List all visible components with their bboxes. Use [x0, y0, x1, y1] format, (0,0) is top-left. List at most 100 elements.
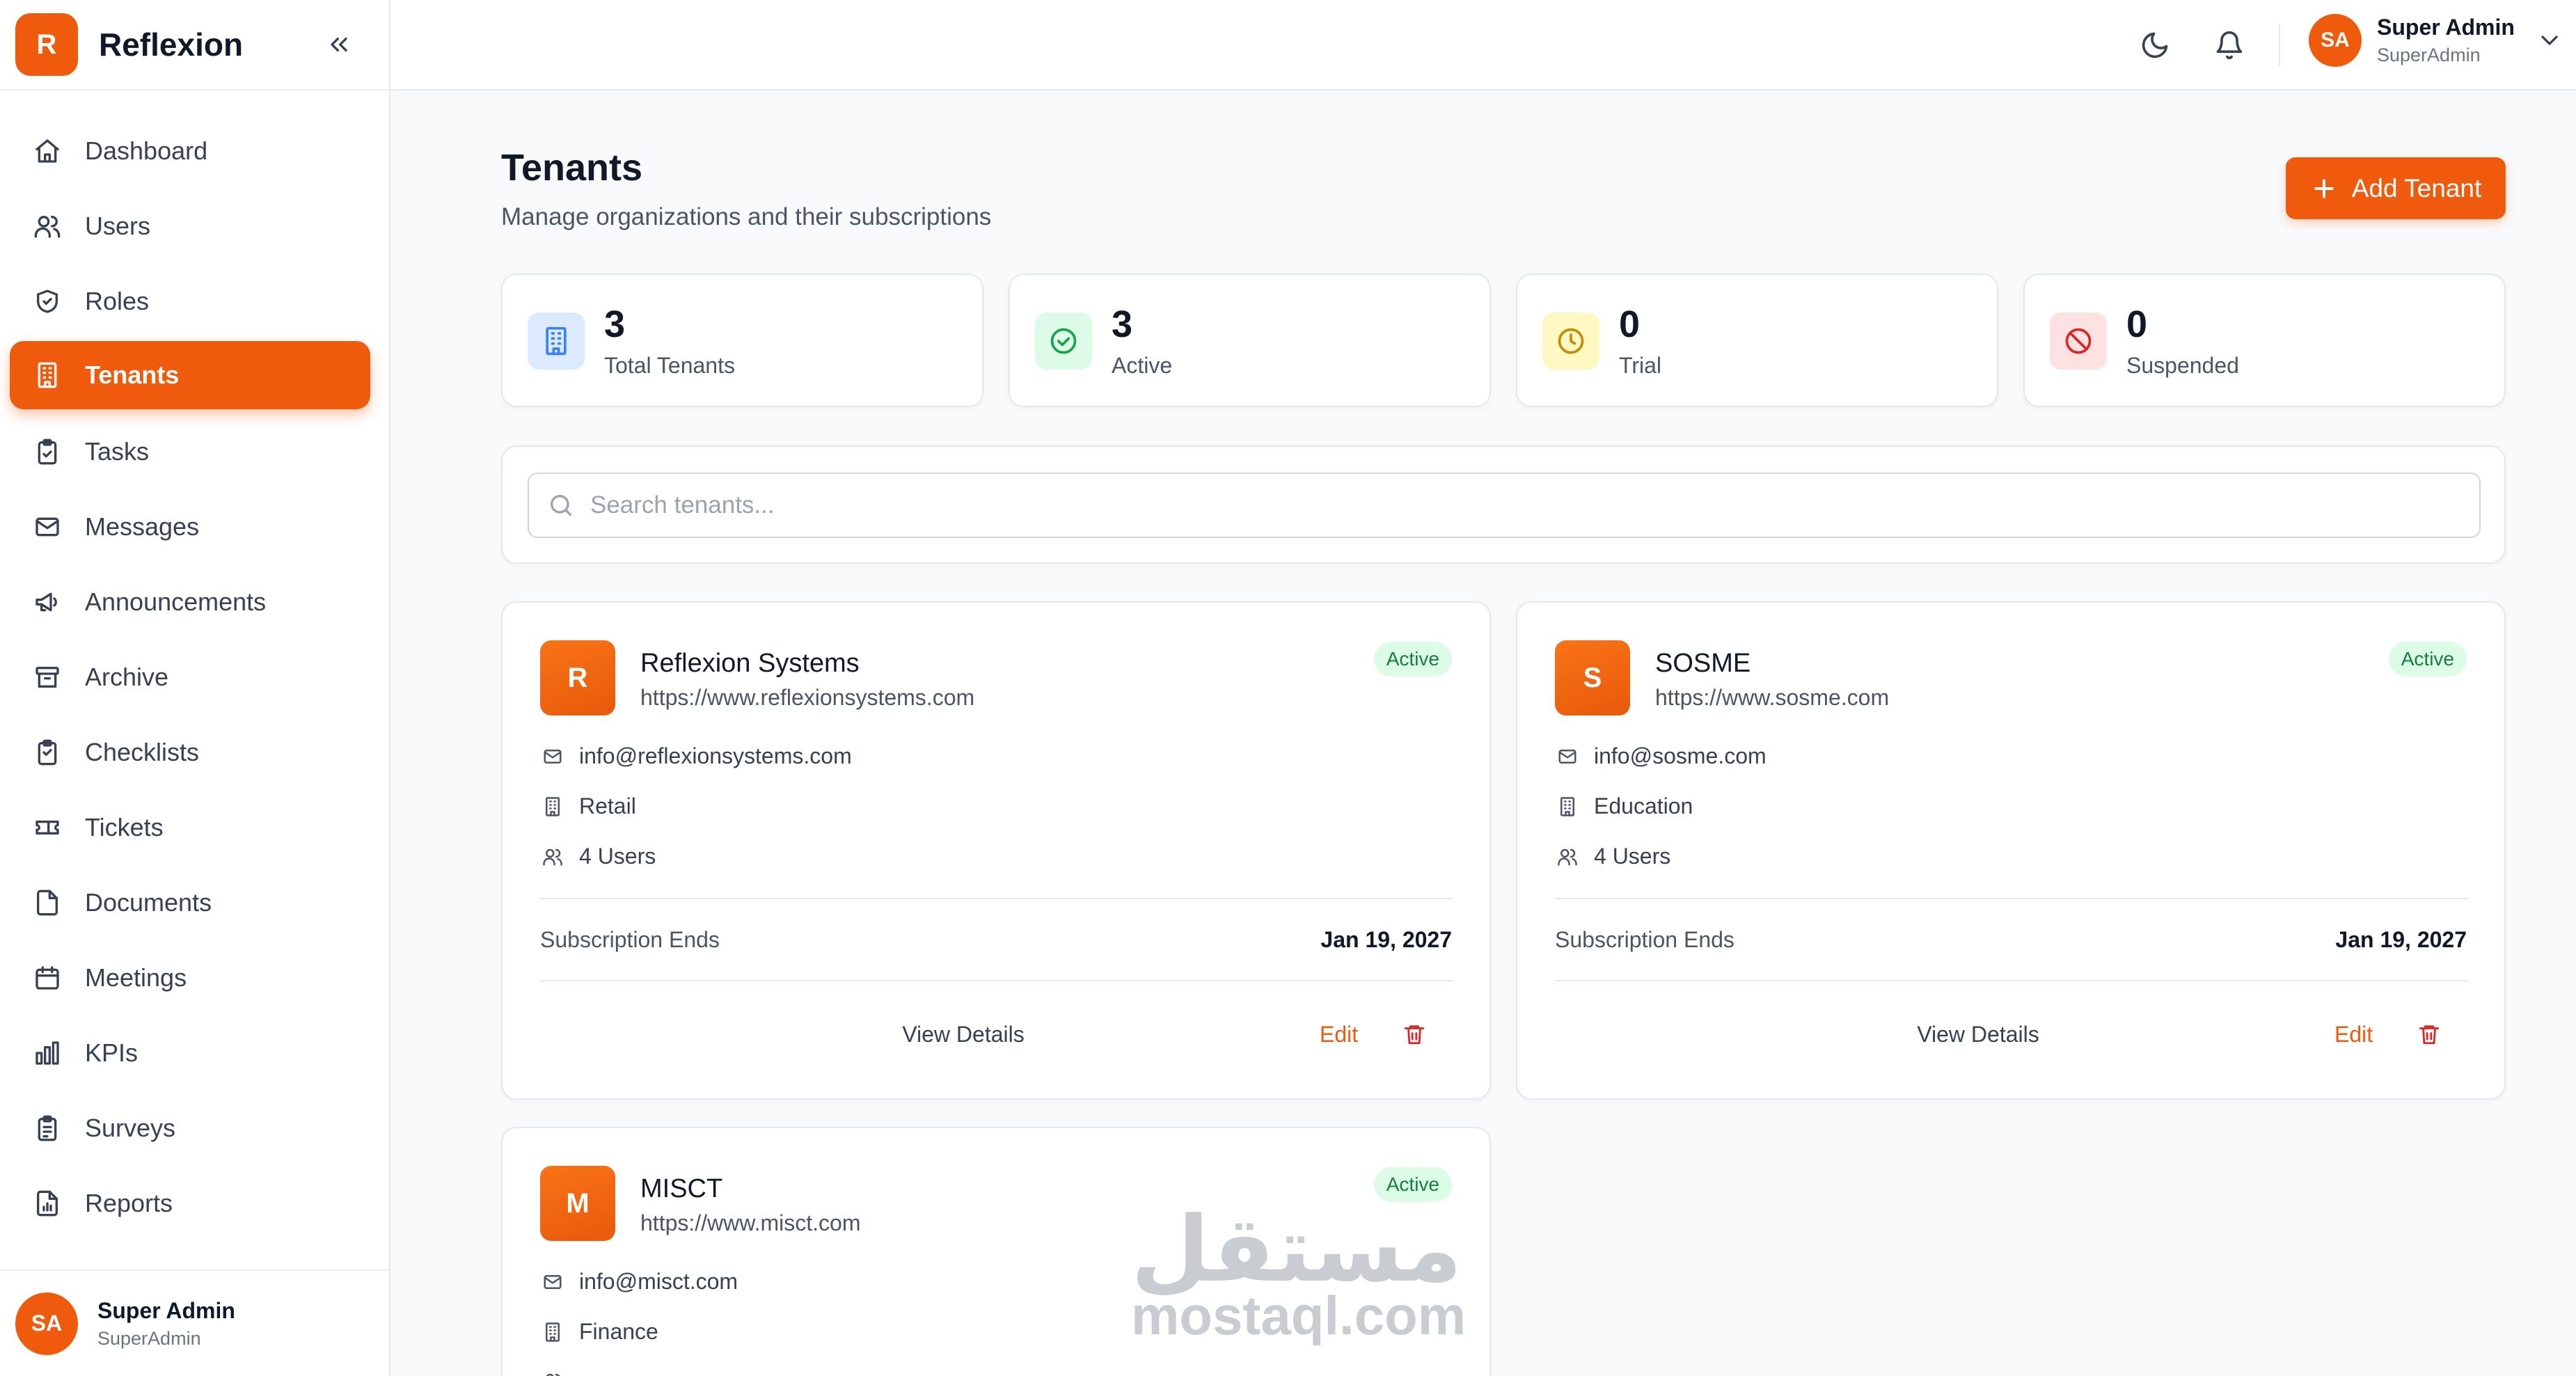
tenant-email: info@sosme.com: [1555, 743, 1767, 769]
sidebar-item-messages[interactable]: Messages: [10, 493, 370, 561]
tenant-email-text: info@reflexionsystems.com: [579, 743, 852, 768]
sidebar-item-tickets[interactable]: Tickets: [10, 793, 370, 862]
sidebar: R Reflexion Dashboard Users Roles Tenant…: [0, 0, 390, 1376]
sidebar-item-users[interactable]: Users: [10, 192, 370, 260]
stat-label: Trial: [1619, 353, 1662, 378]
stat-suspended: 0 Suspended: [2023, 274, 2506, 407]
users-icon: [540, 844, 565, 869]
moon-icon: [2142, 32, 2168, 58]
add-tenant-label: Add Tenant: [2351, 173, 2482, 203]
divider: [540, 980, 1453, 981]
collapse-sidebar-button[interactable]: [318, 24, 360, 65]
edit-button[interactable]: Edit: [2334, 1022, 2373, 1047]
edit-button[interactable]: Edit: [1320, 1022, 1359, 1047]
mail-icon: [31, 510, 64, 544]
stat-label: Active: [1112, 353, 1173, 378]
sidebar-item-kpis[interactable]: KPIs: [10, 1019, 370, 1087]
tenant-url: https://www.sosme.com: [1655, 685, 1890, 710]
tenant-industry: Retail: [540, 793, 636, 819]
tenant-url: https://www.reflexionsystems.com: [640, 685, 975, 710]
tenant-card: M MISCT https://www.misct.com Active inf…: [501, 1127, 1491, 1376]
view-details-button[interactable]: View Details: [1917, 1022, 2039, 1047]
delete-button[interactable]: [1400, 1020, 1428, 1048]
sidebar-item-tasks[interactable]: Tasks: [10, 418, 370, 486]
add-tenant-button[interactable]: Add Tenant: [2286, 157, 2506, 219]
sidebar-item-label: Reports: [85, 1189, 173, 1217]
sidebar-user[interactable]: SA Super Admin SuperAdmin: [0, 1270, 389, 1376]
building-icon: [31, 358, 64, 392]
tenant-card: S SOSME https://www.sosme.com Active inf…: [1516, 601, 2506, 1100]
sidebar-item-label: Tickets: [85, 813, 164, 841]
sidebar-item-roles[interactable]: Roles: [10, 267, 370, 335]
tenant-url: https://www.misct.com: [640, 1210, 861, 1235]
sidebar-item-label: Checklists: [85, 738, 200, 766]
tenant-users-text: 4 Users: [579, 844, 656, 869]
home-icon: [31, 134, 64, 168]
sidebar-item-checklists[interactable]: Checklists: [10, 718, 370, 786]
stat-label: Suspended: [2126, 353, 2239, 378]
plus-icon: [2310, 175, 2338, 203]
sidebar-item-label: Surveys: [85, 1114, 176, 1142]
chevron-down-icon: [2541, 35, 2558, 45]
sidebar-item-archive[interactable]: Archive: [10, 643, 370, 711]
avatar: SA: [15, 1292, 78, 1355]
theme-toggle-button[interactable]: [2128, 19, 2181, 72]
sidebar-item-documents[interactable]: Documents: [10, 869, 370, 937]
sidebar-item-label: Archive: [85, 663, 169, 691]
stat-value: 3: [604, 303, 626, 345]
status-badge: Active: [1373, 1167, 1452, 1202]
sidebar-item-label: Tenants: [85, 361, 180, 389]
clipboard-survey-icon: [31, 1112, 64, 1145]
sidebar-item-announcements[interactable]: Announcements: [10, 568, 370, 636]
archive-icon: [31, 661, 64, 694]
tenant-email-text: info@sosme.com: [1594, 743, 1767, 768]
tenant-card: R Reflexion Systems https://www.reflexio…: [501, 601, 1491, 1100]
users-icon: [31, 209, 64, 243]
trash-icon: [2419, 1025, 2440, 1045]
sidebar-item-label: Messages: [85, 512, 200, 541]
sidebar-item-reports[interactable]: Reports: [10, 1169, 370, 1237]
mail-icon: [540, 744, 565, 769]
user-menu[interactable]: SA Super Admin SuperAdmin: [2309, 14, 2515, 67]
sidebar-item-dashboard[interactable]: Dashboard: [10, 117, 370, 185]
mail-icon: [540, 1270, 565, 1295]
search-input[interactable]: [590, 491, 2400, 519]
watermark-latin: mostaql.com: [1131, 1285, 1467, 1346]
calendar-icon: [31, 961, 64, 995]
sidebar-item-label: Dashboard: [85, 136, 208, 165]
brand-logo[interactable]: R: [15, 13, 78, 76]
stat-trial: 0 Trial: [1516, 274, 1998, 407]
search-card: [501, 445, 2506, 564]
notifications-button[interactable]: [2203, 19, 2256, 72]
subscription-date: Jan 19, 2027: [1320, 927, 1452, 952]
report-icon: [31, 1187, 64, 1220]
view-details-button[interactable]: View Details: [902, 1022, 1025, 1047]
page-title: Tenants: [501, 147, 643, 189]
brand-name: Reflexion: [99, 26, 244, 63]
sidebar-item-surveys[interactable]: Surveys: [10, 1094, 370, 1162]
bell-icon: [2216, 31, 2243, 59]
building-icon: [528, 313, 585, 370]
tenant-logo: S: [1555, 640, 1630, 715]
tenant-users: 4 Users: [1555, 844, 1670, 869]
tenant-logo: R: [540, 640, 615, 715]
stat-label: Total Tenants: [604, 353, 735, 378]
user-role: SuperAdmin: [2377, 45, 2481, 65]
tenant-users: [540, 1369, 579, 1376]
tenant-industry-text: Finance: [579, 1319, 658, 1344]
sidebar-item-label: Tasks: [85, 437, 150, 466]
tenant-email: info@misct.com: [540, 1269, 738, 1295]
tenant-logo: M: [540, 1166, 615, 1241]
user-menu-chevron[interactable]: [2536, 26, 2563, 58]
trash-icon: [1404, 1025, 1425, 1045]
search-box[interactable]: [528, 473, 2481, 538]
sidebar-item-label: Documents: [85, 888, 212, 917]
sidebar-item-label: Roles: [85, 287, 150, 315]
delete-button[interactable]: [2415, 1020, 2443, 1048]
user-name: Super Admin: [97, 1297, 235, 1323]
tenant-users-text: 4 Users: [1594, 844, 1671, 869]
sidebar-item-meetings[interactable]: Meetings: [10, 944, 370, 1012]
top-header: SA Super Admin SuperAdmin: [390, 0, 2576, 90]
tenant-industry: Education: [1555, 793, 1693, 819]
sidebar-item-tenants[interactable]: Tenants: [10, 341, 370, 409]
